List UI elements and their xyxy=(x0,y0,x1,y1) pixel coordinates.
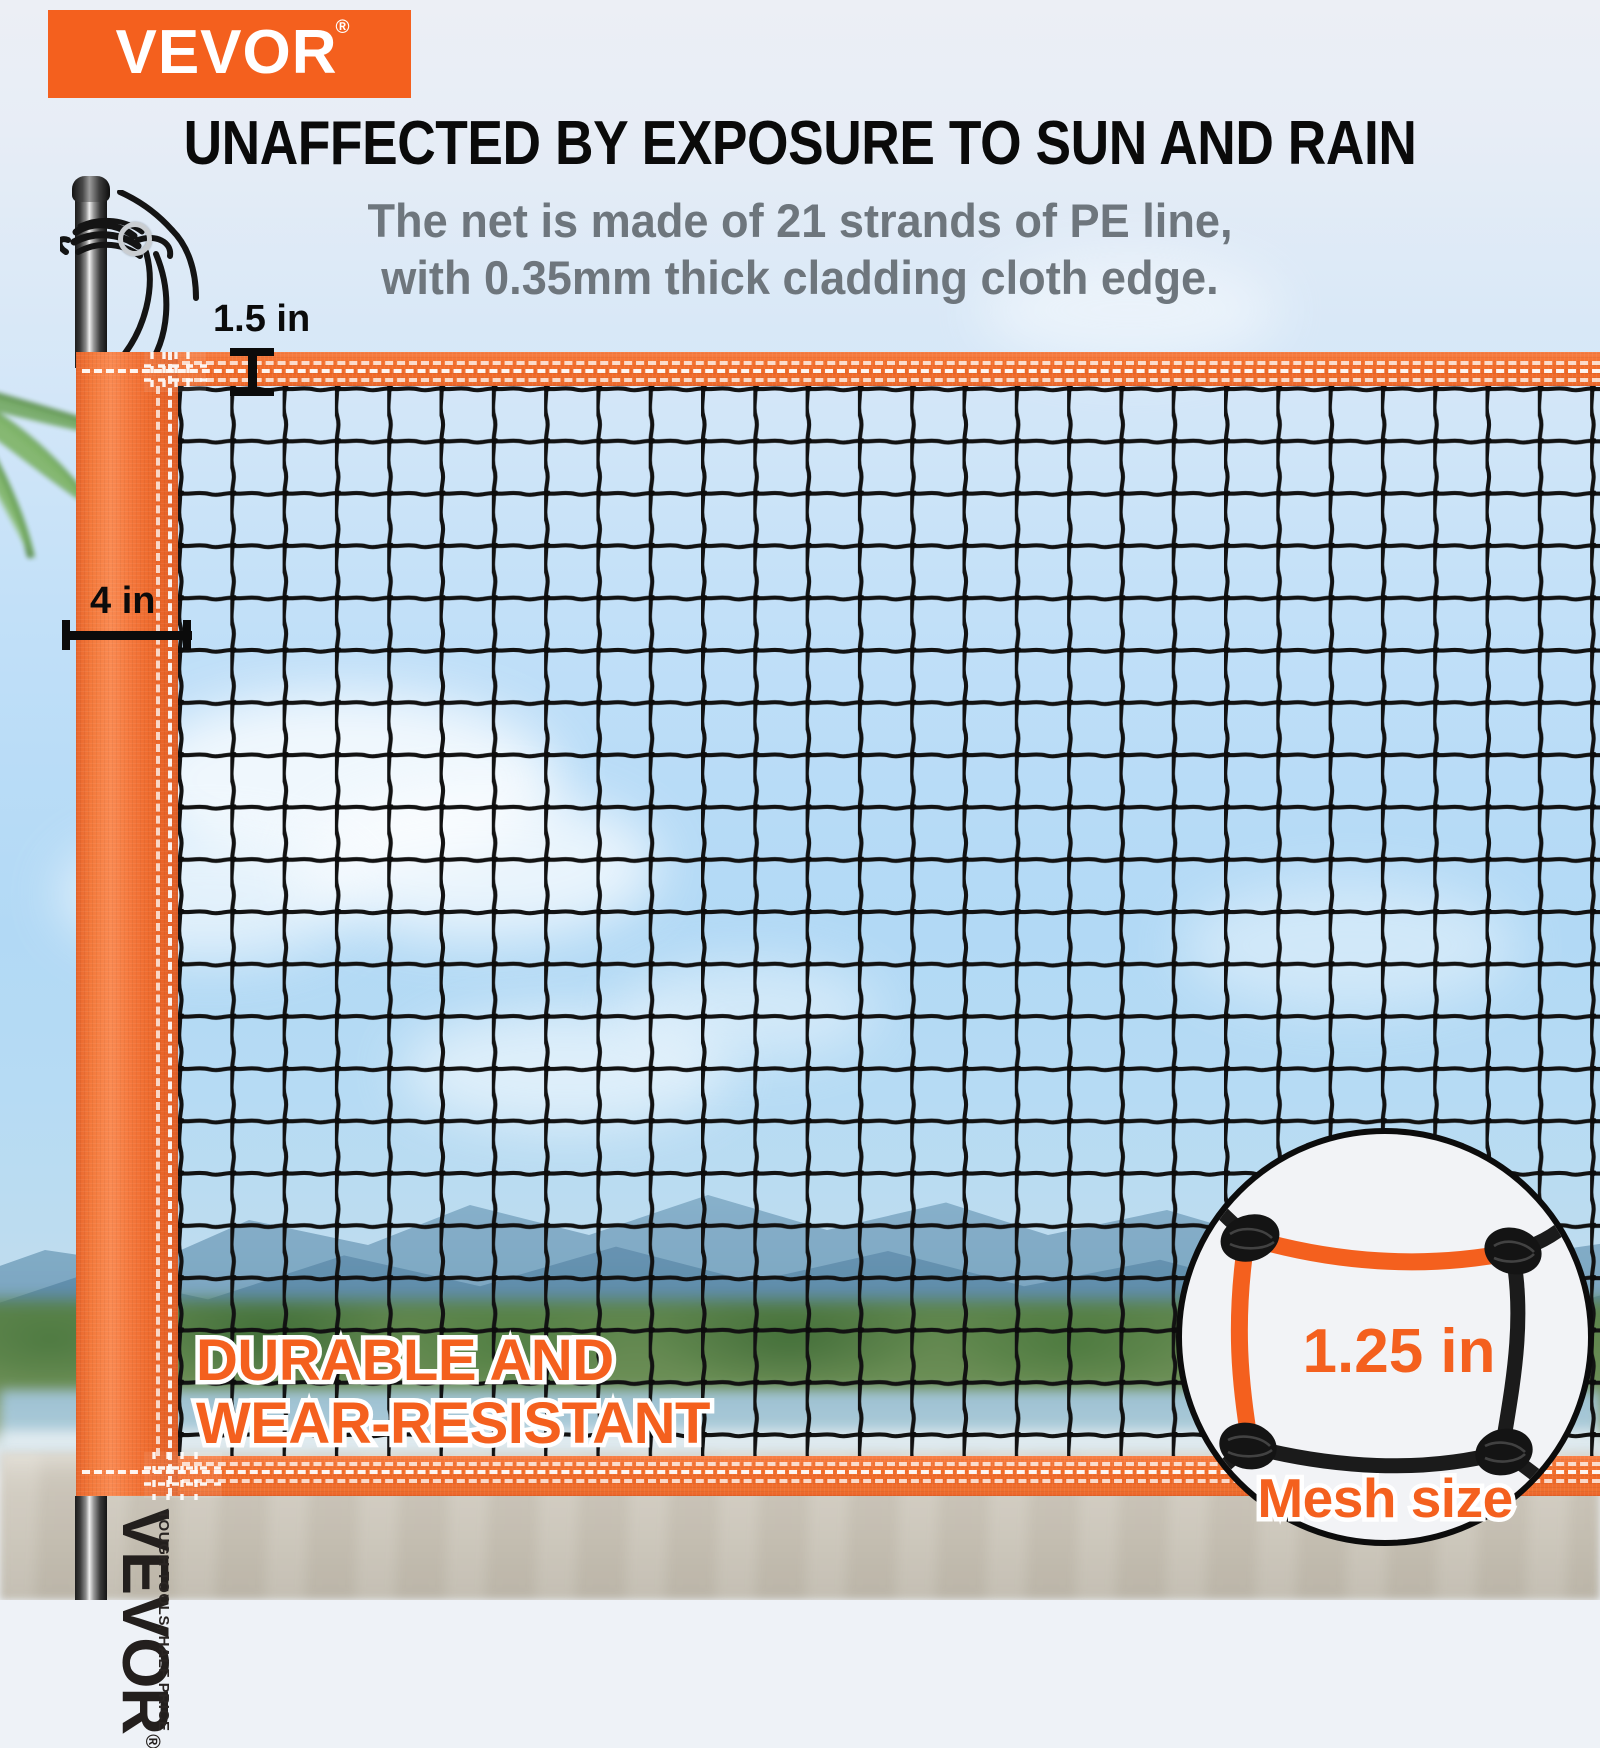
stitch-line xyxy=(82,369,1600,373)
metal-ring-icon xyxy=(118,222,152,256)
dimension-label-top-band: 1.5 in xyxy=(213,298,311,340)
stitch-line xyxy=(82,1470,1600,1474)
measure-bar-horizontal-icon xyxy=(62,620,192,650)
page-subtitle: The net is made of 21 strands of PE line… xyxy=(32,192,1568,307)
subtitle-line-1: The net is made of 21 strands of PE line… xyxy=(367,194,1233,247)
measure-bar-vertical-icon xyxy=(230,348,274,396)
stitch-line xyxy=(182,1479,1600,1483)
registered-mark-icon: ® xyxy=(335,17,350,38)
subtitle-line-2: with 0.35mm thick cladding cloth edge. xyxy=(381,251,1219,305)
dimension-label-side-band: 4 in xyxy=(90,580,156,622)
patch-stitching xyxy=(144,1452,224,1500)
feature-claim: DURABLE AND WEAR-RESISTANT xyxy=(192,1325,715,1459)
post-icon xyxy=(75,182,107,368)
magnifier-circle-icon xyxy=(1176,1128,1594,1546)
vertical-logo-text: VEVOR® xyxy=(109,1508,183,1748)
patch-stitching xyxy=(144,352,208,394)
cloud xyxy=(980,255,1280,365)
vevor-logo-block: VEVOR ® xyxy=(48,10,411,98)
vertical-tagline: TOUGH TOOLS, HALF PRICE xyxy=(155,1510,172,1732)
registered-mark-icon: ® xyxy=(141,1734,163,1748)
stitch-line xyxy=(182,361,1600,365)
mesh-size-caption: Mesh size xyxy=(1253,1463,1518,1534)
stitch-line xyxy=(156,386,160,1456)
claim-line-1: DURABLE AND xyxy=(192,1325,619,1396)
side-band-branding: VEVOR® TOUGH TOOLS, HALF PRICE xyxy=(76,740,183,1748)
post-lower-icon xyxy=(75,1496,107,1600)
corner-reinforcement-patch xyxy=(144,1452,222,1498)
logo-text: VEVOR xyxy=(115,18,338,87)
claim-line-2: WEAR-RESISTANT xyxy=(192,1388,715,1459)
stitch-line xyxy=(182,1462,1600,1466)
stitch-line xyxy=(168,352,172,1496)
page-title: UNAFFECTED BY EXPOSURE TO SUN AND RAIN xyxy=(183,109,1417,178)
side-webbing-band xyxy=(76,352,178,1496)
stitch-line xyxy=(182,378,1600,382)
post-cap-icon xyxy=(72,176,110,202)
